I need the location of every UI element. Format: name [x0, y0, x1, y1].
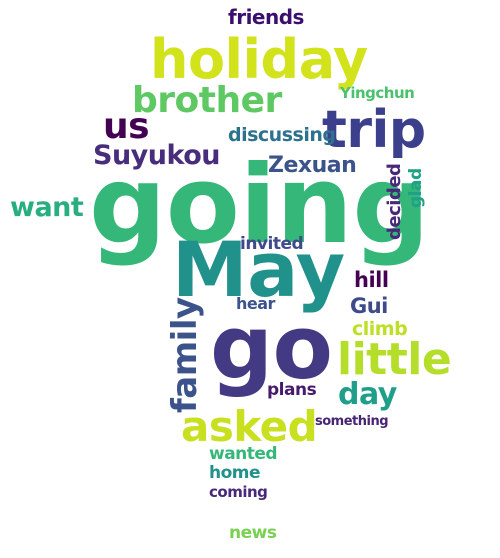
word-discussing: discussing: [228, 124, 336, 146]
word-go: go: [210, 296, 333, 399]
word-may: May: [172, 225, 345, 314]
word-plans: plans: [267, 380, 317, 400]
word-home: home: [209, 463, 261, 483]
word-zexuan: Zexuan: [268, 153, 357, 178]
word-climb: climb: [352, 318, 408, 340]
word-asked: asked: [181, 402, 318, 451]
word-family: family: [165, 297, 205, 413]
word-glad: glad: [406, 168, 426, 208]
word-friends: friends: [228, 5, 304, 29]
word-hill: hill: [354, 268, 389, 292]
word-something: something: [315, 414, 389, 429]
word-news: news: [229, 523, 277, 543]
word-wanted: wanted: [209, 444, 278, 464]
word-brother: brother: [132, 80, 282, 121]
word-coming: coming: [209, 483, 268, 501]
word-invited: invited: [240, 234, 304, 254]
word-want: want: [10, 192, 84, 223]
word-going: going: [89, 143, 430, 268]
word-yingchun: Yingchun: [340, 84, 415, 102]
word-gui: Gui: [350, 294, 388, 318]
word-trip: trip: [322, 100, 426, 160]
word-us: us: [103, 106, 150, 147]
word-hear: hear: [236, 294, 275, 313]
word-decided: decided: [384, 163, 405, 240]
word-suyukou: Suyukou: [93, 140, 221, 171]
word-day: day: [338, 377, 397, 412]
word-holiday: holiday: [150, 28, 368, 91]
word-little: little: [337, 334, 452, 385]
